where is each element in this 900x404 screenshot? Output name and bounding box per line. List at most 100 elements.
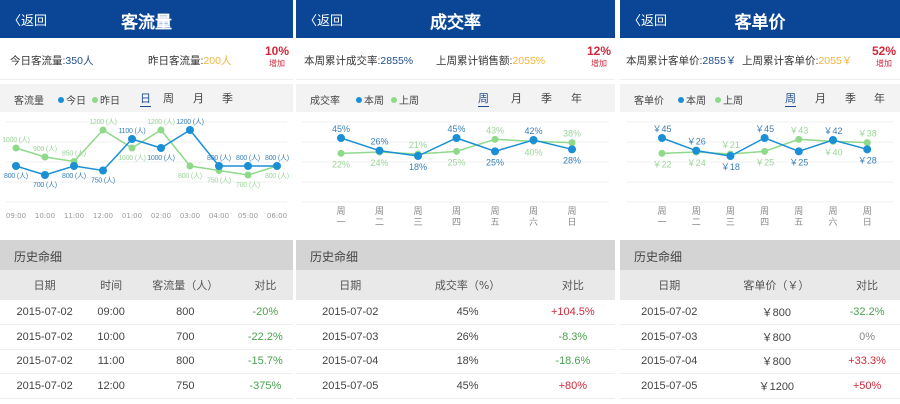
data-point — [157, 144, 165, 152]
x-tick-label: 09:00 — [6, 212, 26, 220]
table-row[interactable]: 2015-07-02 09:00 800 -20% — [0, 300, 293, 325]
back-label: 返回 — [641, 14, 668, 29]
legend-previous-label: 上周 — [723, 96, 743, 107]
table-row[interactable]: 2015-07-05 45% +80% — [296, 373, 615, 399]
period-tab-季[interactable]: 季 — [541, 92, 552, 105]
table-row[interactable]: 2015-07-02 ￥800 -32.2% — [620, 300, 900, 325]
table-row[interactable]: 2015-07-05 ￥1200 +50% — [620, 373, 900, 399]
table-cell: ￥800 — [718, 324, 835, 350]
table-row[interactable]: 2015-07-02 11:00 800 -15.7% — [0, 349, 293, 374]
data-label: 21% — [409, 140, 427, 150]
period-tab-日[interactable]: 日 — [140, 92, 151, 107]
table-cell: 11:00 — [89, 349, 133, 374]
column-header: 对比 — [834, 270, 900, 300]
period-tab-月[interactable]: 月 — [511, 92, 522, 105]
data-label: 1200 (人) — [176, 118, 204, 126]
x-tick-label: 周 — [692, 206, 701, 217]
x-tick-label: 五 — [794, 218, 803, 228]
back-button[interactable]: 〈返回 — [8, 10, 47, 29]
table-row[interactable]: 2015-07-04 18% -18.6% — [296, 349, 615, 374]
data-point — [186, 126, 194, 134]
data-label: 800 (人) — [236, 154, 260, 162]
table-row[interactable]: 2015-07-02 12:00 750 -375% — [0, 373, 293, 399]
data-point — [761, 147, 769, 155]
column-header: 时间 — [89, 270, 133, 300]
data-label: ￥40 — [823, 147, 842, 157]
table-header-row: 日期 时间 客流量（人） 对比 — [0, 270, 293, 300]
period-tab-季[interactable]: 季 — [845, 92, 856, 105]
table-row[interactable]: 2015-07-02 45% +104.5% — [296, 300, 615, 325]
period-tab-月[interactable]: 月 — [193, 92, 204, 105]
table-row[interactable]: 2015-07-0625%-41.8% — [296, 398, 615, 404]
table-cell: 2015-07-04 — [620, 349, 719, 374]
period-tab-年[interactable]: 年 — [571, 92, 582, 105]
table-row[interactable]: 2015-07-03 ￥800 0% — [620, 324, 900, 350]
data-point — [337, 149, 345, 157]
table-cell: -20% — [237, 300, 293, 325]
table-cell: 01:00 — [89, 398, 133, 404]
x-tick-label: 周 — [490, 206, 499, 217]
data-label: ￥25 — [755, 157, 774, 167]
x-tick-label: 日 — [567, 217, 576, 228]
x-tick-label: 02:00 — [151, 212, 171, 220]
nav-bar: 〈返回 成交率 — [296, 0, 615, 38]
legend-current-label: 本周 — [686, 96, 706, 107]
data-point — [726, 151, 735, 160]
data-point — [529, 135, 538, 144]
change-percent: 10% — [264, 44, 289, 58]
data-point — [452, 133, 461, 142]
section-header: 历史命细 — [620, 240, 900, 270]
legend-current: 本周 — [678, 92, 706, 107]
data-label: 850 (人) — [62, 150, 86, 158]
data-label: 43% — [486, 125, 504, 135]
data-label: 1000 (人) — [2, 136, 30, 144]
x-tick-label: 四 — [452, 218, 461, 228]
data-point — [244, 162, 252, 170]
table-cell: 800 — [132, 349, 238, 374]
x-tick-label: 周 — [375, 206, 384, 217]
table-row[interactable]: 2015-07-02 10:00 700 -22.2% — [0, 324, 293, 350]
table-header-row: 日期 客单价（￥） 对比 — [620, 270, 900, 300]
legend-previous-label: 昨日 — [100, 96, 120, 107]
legend-dot-previous — [92, 97, 98, 103]
legend-bar: 客单价 本周 上周 周 月 季 年 — [620, 84, 900, 112]
summary-bar: 本周累计成交率:2855% 上周累计销售额:2055% 12% 增加 — [296, 38, 615, 80]
back-label: 返回 — [21, 14, 48, 29]
back-button[interactable]: 〈返回 — [304, 10, 343, 29]
period-tab-月[interactable]: 月 — [815, 92, 826, 105]
data-label: 22% — [332, 159, 350, 169]
legend-dot-current — [678, 97, 684, 103]
x-tick-label: 周 — [336, 206, 345, 217]
data-point — [12, 144, 20, 152]
data-point — [491, 147, 499, 156]
x-tick-label: 10:00 — [35, 212, 55, 220]
table-cell: 2015-07-06 — [296, 398, 405, 404]
table-cell: 0% — [834, 324, 900, 350]
table-cell: ￥1200 — [718, 373, 835, 399]
period-tab-季[interactable]: 季 — [222, 92, 233, 105]
table-cell: -51.8% — [834, 398, 900, 404]
legend-current-label: 今日 — [66, 96, 86, 107]
data-label: 42% — [524, 126, 542, 136]
table-row[interactable]: 2015-07-0201:0011000% — [0, 398, 293, 404]
table-row[interactable]: 2015-07-06￥1200-51.8% — [620, 398, 900, 404]
x-tick-label: 周 — [413, 206, 422, 217]
legend-current-label: 本周 — [364, 96, 384, 107]
x-tick-label: 周 — [567, 206, 576, 217]
change-badge: 52% 增加 — [872, 44, 896, 69]
table-row[interactable]: 2015-07-03 26% -8.3% — [296, 324, 615, 350]
column-header: 对比 — [237, 270, 293, 300]
period-tab-周[interactable]: 周 — [785, 92, 796, 107]
back-button[interactable]: 〈返回 — [628, 10, 667, 29]
data-label: ￥28 — [858, 155, 877, 165]
data-label: ￥42 — [823, 126, 842, 136]
data-point — [658, 133, 666, 142]
x-tick-label: 二 — [692, 218, 701, 228]
period-tab-周[interactable]: 周 — [163, 92, 174, 105]
period-tab-周[interactable]: 周 — [478, 92, 489, 107]
table-row[interactable]: 2015-07-04 ￥800 +33.3% — [620, 349, 900, 374]
period-tab-年[interactable]: 年 — [874, 92, 885, 105]
x-tick-label: 周 — [863, 206, 872, 217]
data-point — [375, 146, 384, 155]
current-value: 2855￥ — [702, 55, 737, 67]
